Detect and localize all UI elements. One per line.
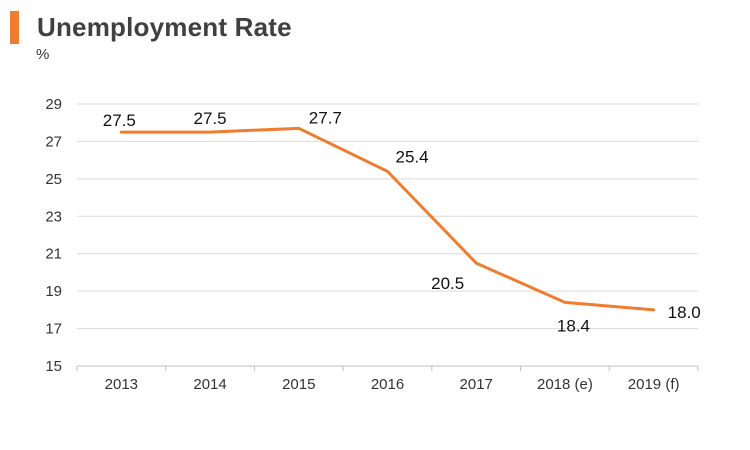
x-tick-label: 2017 — [460, 376, 493, 393]
data-label: 27.7 — [309, 108, 342, 127]
y-tick-label: 15 — [45, 358, 62, 375]
data-label: 27.5 — [194, 109, 227, 128]
data-label: 18.4 — [557, 316, 590, 335]
series-layer — [119, 126, 656, 312]
y-axis-unit: % — [36, 46, 50, 63]
x-tick-label: 2018 (e) — [537, 376, 593, 393]
y-tick-label: 27 — [45, 133, 62, 150]
data-label: 18.0 — [668, 303, 701, 322]
data-label: 20.5 — [431, 274, 464, 293]
y-tick-label: 21 — [45, 246, 62, 263]
chart-title: Unemployment Rate — [37, 11, 292, 42]
x-tick-label: 2014 — [193, 376, 226, 393]
y-tick-label: 25 — [45, 171, 62, 188]
data-label: 25.4 — [396, 147, 429, 166]
x-tick-label: 2013 — [105, 376, 138, 393]
x-tick-label: 2016 — [371, 376, 404, 393]
data-labels: 27.5 27.5 27.7 25.4 20.5 18.4 18.0 — [103, 108, 701, 335]
y-tick-label: 19 — [45, 283, 62, 300]
gridlines — [77, 103, 698, 330]
y-tick-label: 17 — [45, 321, 62, 338]
x-tick-label: 2019 (f) — [628, 376, 680, 393]
series-line — [119, 126, 656, 312]
x-tick-label: 2015 — [282, 376, 315, 393]
title-accent-bar — [10, 10, 19, 44]
data-label: 27.5 — [103, 111, 136, 130]
axes: 15 17 19 21 23 25 27 29 2013 2014 2015 2016 2017 2018… — [45, 96, 699, 393]
y-tick-label: 23 — [45, 208, 62, 225]
y-tick-label: 29 — [45, 96, 62, 113]
chart-header: Unemployment Rate — [10, 10, 292, 44]
